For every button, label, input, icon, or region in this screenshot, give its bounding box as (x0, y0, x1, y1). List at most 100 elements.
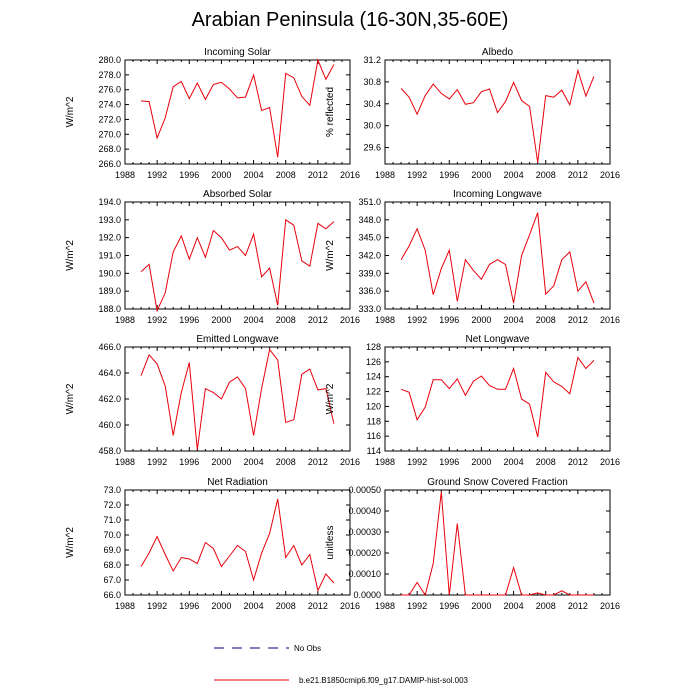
x-tick-label: 1996 (179, 457, 199, 467)
x-tick-label: 1988 (375, 457, 395, 467)
x-tick-label: 2004 (504, 315, 524, 325)
x-tick-label: 2012 (568, 315, 588, 325)
plot-frame (384, 201, 611, 310)
y-tick-label: 30.8 (363, 77, 381, 87)
y-tick-label: 462.0 (98, 394, 121, 404)
legend-label-no-obs: No Obs (294, 644, 321, 653)
x-tick-label: 2008 (536, 457, 556, 467)
legend-label-model: b.e21.B1850cmip6.f09_g17.DAMIP-hist-sol.… (299, 676, 469, 685)
y-tick-label: 336.0 (358, 286, 381, 296)
x-tick-label: 1992 (147, 170, 167, 180)
plot-frame (124, 489, 351, 596)
y-tick-label: 69.0 (103, 545, 121, 555)
panel-title: Incoming Solar (204, 47, 271, 58)
x-tick-label: 1992 (407, 315, 427, 325)
x-tick-label: 2008 (276, 601, 296, 611)
x-tick-label: 2012 (308, 170, 328, 180)
y-tick-label: 0.00050 (348, 485, 381, 495)
y-tick-label: 29.6 (363, 143, 381, 153)
y-tick-label: 124 (366, 372, 381, 382)
y-axis-label: W/m^2 (65, 383, 76, 414)
x-tick-label: 2004 (244, 601, 264, 611)
y-tick-label: 73.0 (103, 485, 121, 495)
chart-panel: Emitted Longwave W/m^2 1988 1992 1996 2000 200… (65, 334, 360, 467)
x-tick-label: 2004 (504, 457, 524, 467)
x-tick-label: 2004 (244, 170, 264, 180)
x-tick-label: 2004 (244, 315, 264, 325)
x-tick-label: 1988 (375, 170, 395, 180)
y-tick-label: 66.0 (103, 590, 121, 600)
y-tick-label: 67.0 (103, 575, 121, 585)
y-tick-label: 333.0 (358, 304, 381, 314)
series-line (400, 356, 595, 438)
y-tick-label: 189.0 (98, 286, 121, 296)
series-line (140, 218, 335, 313)
x-tick-label: 1988 (115, 170, 135, 180)
y-tick-label: 278.0 (98, 70, 121, 80)
y-tick-label: 30.4 (363, 99, 381, 109)
panel-title: Net Longwave (466, 334, 530, 345)
chart-panel: Incoming Solar W/m^2 1988 1992 1996 2000 2004 2… (65, 47, 360, 180)
x-tick-label: 2000 (471, 170, 491, 180)
x-tick-label: 2016 (340, 601, 360, 611)
plot-frame (124, 59, 351, 165)
x-tick-label: 2012 (568, 601, 588, 611)
chart-panel: Absorbed Solar W/m^2 1988 1992 1996 2000 2004 2… (65, 189, 360, 325)
x-tick-label: 2016 (340, 457, 360, 467)
y-tick-label: 193.0 (98, 215, 121, 225)
x-tick-label: 2008 (276, 457, 296, 467)
plot-frame (384, 489, 611, 596)
y-tick-label: 190.0 (98, 268, 121, 278)
chart-panel: Albedo % reflected 1988 1992 1996 2000 2004 200… (325, 47, 620, 180)
x-tick-label: 2012 (308, 315, 328, 325)
y-tick-label: 120 (366, 401, 381, 411)
x-tick-label: 2008 (536, 601, 556, 611)
y-axis-label: W/m^2 (65, 240, 76, 271)
y-tick-label: 268.0 (98, 144, 121, 154)
y-axis-label: W/m^2 (325, 240, 336, 271)
panel-title: Emitted Longwave (196, 334, 279, 345)
panel-title: Albedo (482, 47, 514, 58)
x-tick-label: 2012 (568, 457, 588, 467)
x-tick-label: 2000 (471, 315, 491, 325)
x-tick-label: 2000 (211, 315, 231, 325)
y-tick-label: 191.0 (98, 251, 121, 261)
chart-panel: Incoming Longwave W/m^2 1988 1992 1996 2000 20… (325, 189, 620, 325)
x-tick-label: 1996 (179, 170, 199, 180)
x-tick-label: 2008 (536, 315, 556, 325)
x-tick-label: 2000 (211, 601, 231, 611)
x-tick-label: 2000 (211, 170, 231, 180)
x-tick-label: 1992 (407, 457, 427, 467)
plot-frame (124, 201, 351, 310)
x-tick-label: 1996 (439, 170, 459, 180)
x-tick-label: 1988 (115, 315, 135, 325)
y-tick-label: 0.0000 (353, 590, 381, 600)
x-tick-label: 2016 (600, 170, 620, 180)
y-tick-label: 342.0 (358, 251, 381, 261)
y-tick-label: 345.0 (358, 233, 381, 243)
x-tick-label: 2000 (471, 601, 491, 611)
x-tick-label: 2008 (276, 315, 296, 325)
y-tick-label: 72.0 (103, 500, 121, 510)
x-tick-label: 1992 (407, 170, 427, 180)
y-tick-label: 0.00040 (348, 506, 381, 516)
x-tick-label: 1996 (179, 601, 199, 611)
legend: No Obs b.e21.B1850cmip6.f09_g17.DAMIP-hi… (214, 644, 469, 685)
y-tick-label: 466.0 (98, 342, 121, 352)
x-tick-label: 2012 (308, 601, 328, 611)
x-tick-label: 1988 (375, 601, 395, 611)
x-tick-label: 2004 (504, 601, 524, 611)
y-tick-label: 31.2 (363, 55, 381, 65)
series-line (140, 498, 335, 593)
y-tick-label: 460.0 (98, 420, 121, 430)
y-tick-label: 122 (366, 387, 381, 397)
y-axis-label: W/m^2 (65, 527, 76, 558)
y-tick-label: 30.0 (363, 121, 381, 131)
x-tick-label: 1992 (147, 457, 167, 467)
x-tick-label: 1996 (439, 601, 459, 611)
chart-panel: Ground Snow Covered Fraction unitless 1988… (325, 477, 620, 611)
panels-group: Incoming Solar W/m^2 1988 1992 1996 2000 2004 2… (65, 47, 620, 611)
y-axis-label: unitless (325, 526, 336, 560)
x-tick-label: 2004 (504, 170, 524, 180)
